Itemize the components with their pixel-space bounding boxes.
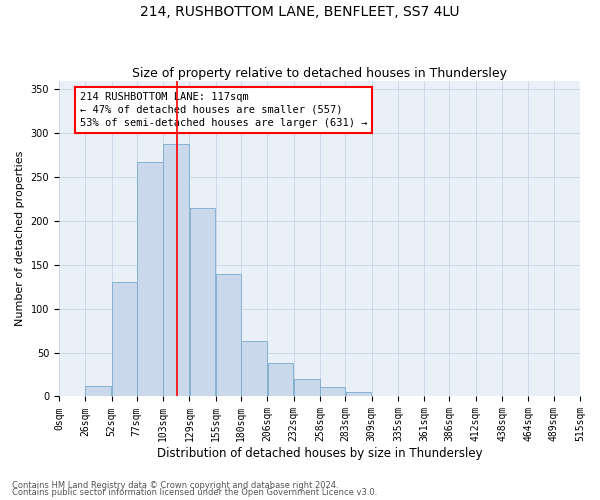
Bar — [320, 387, 345, 396]
Bar — [190, 208, 215, 396]
X-axis label: Distribution of detached houses by size in Thundersley: Distribution of detached houses by size … — [157, 447, 482, 460]
Text: Contains public sector information licensed under the Open Government Licence v3: Contains public sector information licen… — [12, 488, 377, 497]
Bar — [112, 282, 137, 397]
Y-axis label: Number of detached properties: Number of detached properties — [15, 151, 25, 326]
Bar — [85, 386, 111, 396]
Title: Size of property relative to detached houses in Thundersley: Size of property relative to detached ho… — [132, 66, 507, 80]
Bar — [216, 274, 241, 396]
Bar — [268, 363, 293, 396]
Bar — [137, 162, 163, 396]
Bar — [346, 392, 371, 396]
Bar — [241, 341, 267, 396]
Text: Contains HM Land Registry data © Crown copyright and database right 2024.: Contains HM Land Registry data © Crown c… — [12, 480, 338, 490]
Bar — [294, 379, 320, 396]
Text: 214 RUSHBOTTOM LANE: 117sqm
← 47% of detached houses are smaller (557)
53% of se: 214 RUSHBOTTOM LANE: 117sqm ← 47% of det… — [80, 92, 367, 128]
Text: 214, RUSHBOTTOM LANE, BENFLEET, SS7 4LU: 214, RUSHBOTTOM LANE, BENFLEET, SS7 4LU — [140, 5, 460, 19]
Bar — [163, 144, 189, 397]
